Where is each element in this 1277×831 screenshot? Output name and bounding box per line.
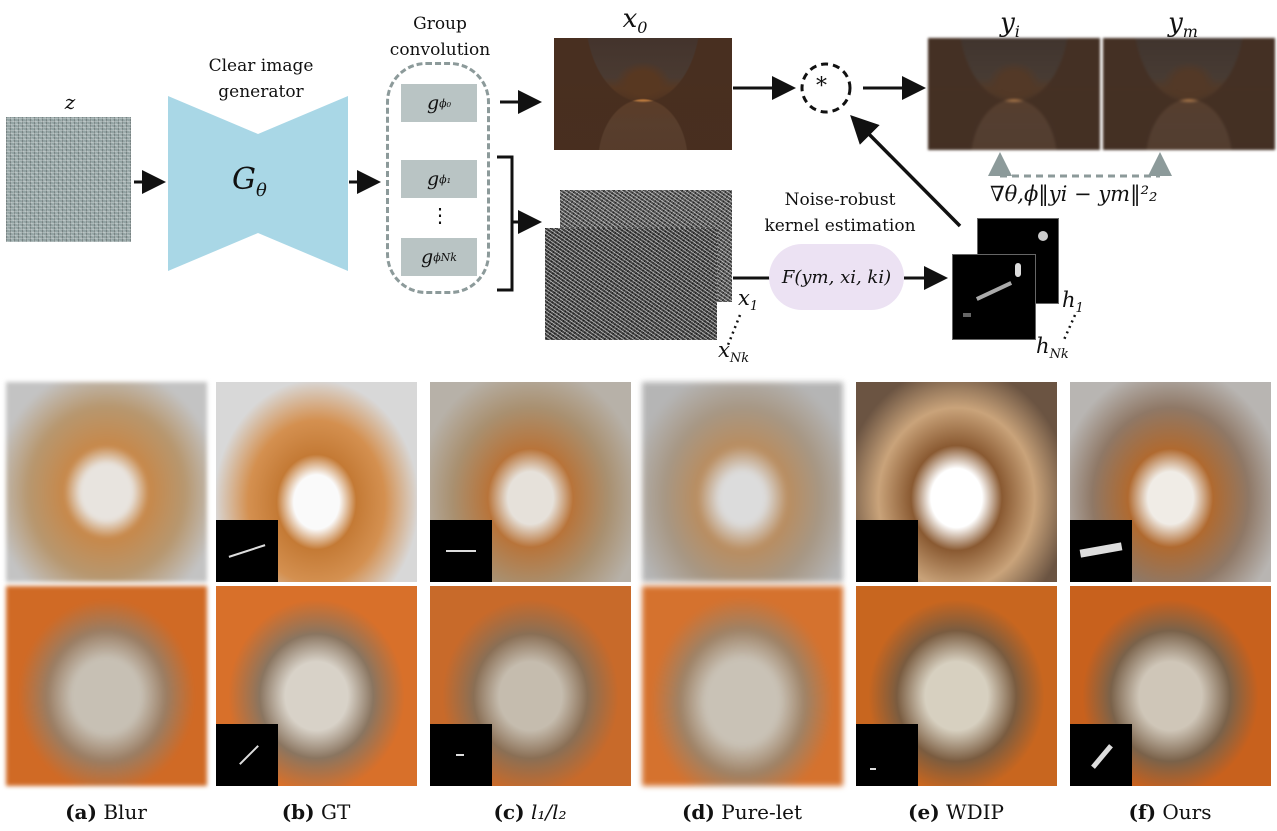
dog-blur bbox=[6, 382, 207, 582]
groupconv-label-line2: convolution bbox=[389, 40, 491, 60]
dog-wdip bbox=[856, 382, 1057, 582]
z-label: z bbox=[64, 90, 76, 114]
generator-label-line2: generator bbox=[218, 82, 304, 102]
caption-c: (c) l₁/l₂ bbox=[493, 800, 567, 824]
caption-b: (b) GT bbox=[281, 800, 351, 824]
generator-symbol: Gθ bbox=[232, 162, 267, 201]
dog-gt-kernel bbox=[216, 520, 278, 582]
h1-label: h1 bbox=[1062, 288, 1084, 317]
dog-purelet bbox=[642, 382, 843, 582]
arrow-kernel-to-conv bbox=[850, 115, 962, 228]
cat-blur bbox=[6, 586, 207, 786]
dog-ours-kernel bbox=[1070, 520, 1132, 582]
cat-l1l2 bbox=[430, 586, 631, 786]
xNk-label: xNk bbox=[718, 338, 750, 367]
noise-input-image bbox=[6, 117, 131, 242]
ym-image bbox=[1103, 38, 1275, 150]
kernel-function-bubble: F(ym, xi, ki) bbox=[769, 244, 904, 310]
diagram-arrows bbox=[134, 62, 1172, 346]
convolution-circle bbox=[800, 62, 852, 114]
ym-label: ym bbox=[1168, 8, 1198, 42]
kernel-est-line1: Noise-robust bbox=[784, 190, 896, 210]
x0-label: x0 bbox=[622, 4, 648, 38]
x0-image bbox=[554, 38, 732, 150]
cat-wdip-kernel bbox=[856, 724, 918, 786]
loss-label: ∇θ,ϕ‖yi − ym‖²₂ bbox=[990, 182, 1158, 206]
dog-l1l2 bbox=[430, 382, 631, 582]
hNk-label: hNk bbox=[1036, 334, 1069, 363]
groupconv-container bbox=[386, 62, 490, 294]
generator-label-line1: Clear image bbox=[208, 56, 314, 76]
cat-gt bbox=[216, 586, 417, 786]
hNk-kernel-image bbox=[952, 254, 1036, 340]
cat-ours-kernel bbox=[1070, 724, 1132, 786]
cat-ours bbox=[1070, 586, 1271, 786]
g-phi1-box: g ϕ₁ bbox=[401, 160, 477, 198]
g-phiNk-box: g ϕNk bbox=[401, 238, 477, 276]
cat-purelet bbox=[642, 586, 843, 786]
xNk-image-front bbox=[545, 228, 717, 340]
kernel-est-line2: kernel estimation bbox=[764, 216, 916, 236]
dog-gt bbox=[216, 382, 417, 582]
caption-e: (e) WDIP bbox=[908, 800, 1004, 824]
x1-label: x1 bbox=[738, 286, 759, 315]
dog-ours bbox=[1070, 382, 1271, 582]
bracket bbox=[497, 155, 514, 292]
caption-f: (f) Ours bbox=[1128, 800, 1212, 824]
cat-l1l2-kernel bbox=[430, 724, 492, 786]
groupconv-label-line1: Group bbox=[413, 14, 467, 34]
cat-gt-kernel bbox=[216, 724, 278, 786]
caption-a: (a) Blur bbox=[65, 800, 147, 824]
vertical-dots: ⋮ bbox=[430, 203, 450, 227]
dog-wdip-kernel bbox=[856, 520, 918, 582]
generator-shape bbox=[168, 96, 348, 271]
yi-image bbox=[928, 38, 1100, 150]
dog-l1l2-kernel bbox=[430, 520, 492, 582]
yi-label: yi bbox=[1000, 8, 1020, 42]
cat-wdip bbox=[856, 586, 1057, 786]
caption-d: (d) Pure-let bbox=[681, 800, 803, 824]
g-phi0-box: g ϕ₀ bbox=[401, 84, 477, 122]
conv-symbol: * bbox=[816, 74, 827, 99]
